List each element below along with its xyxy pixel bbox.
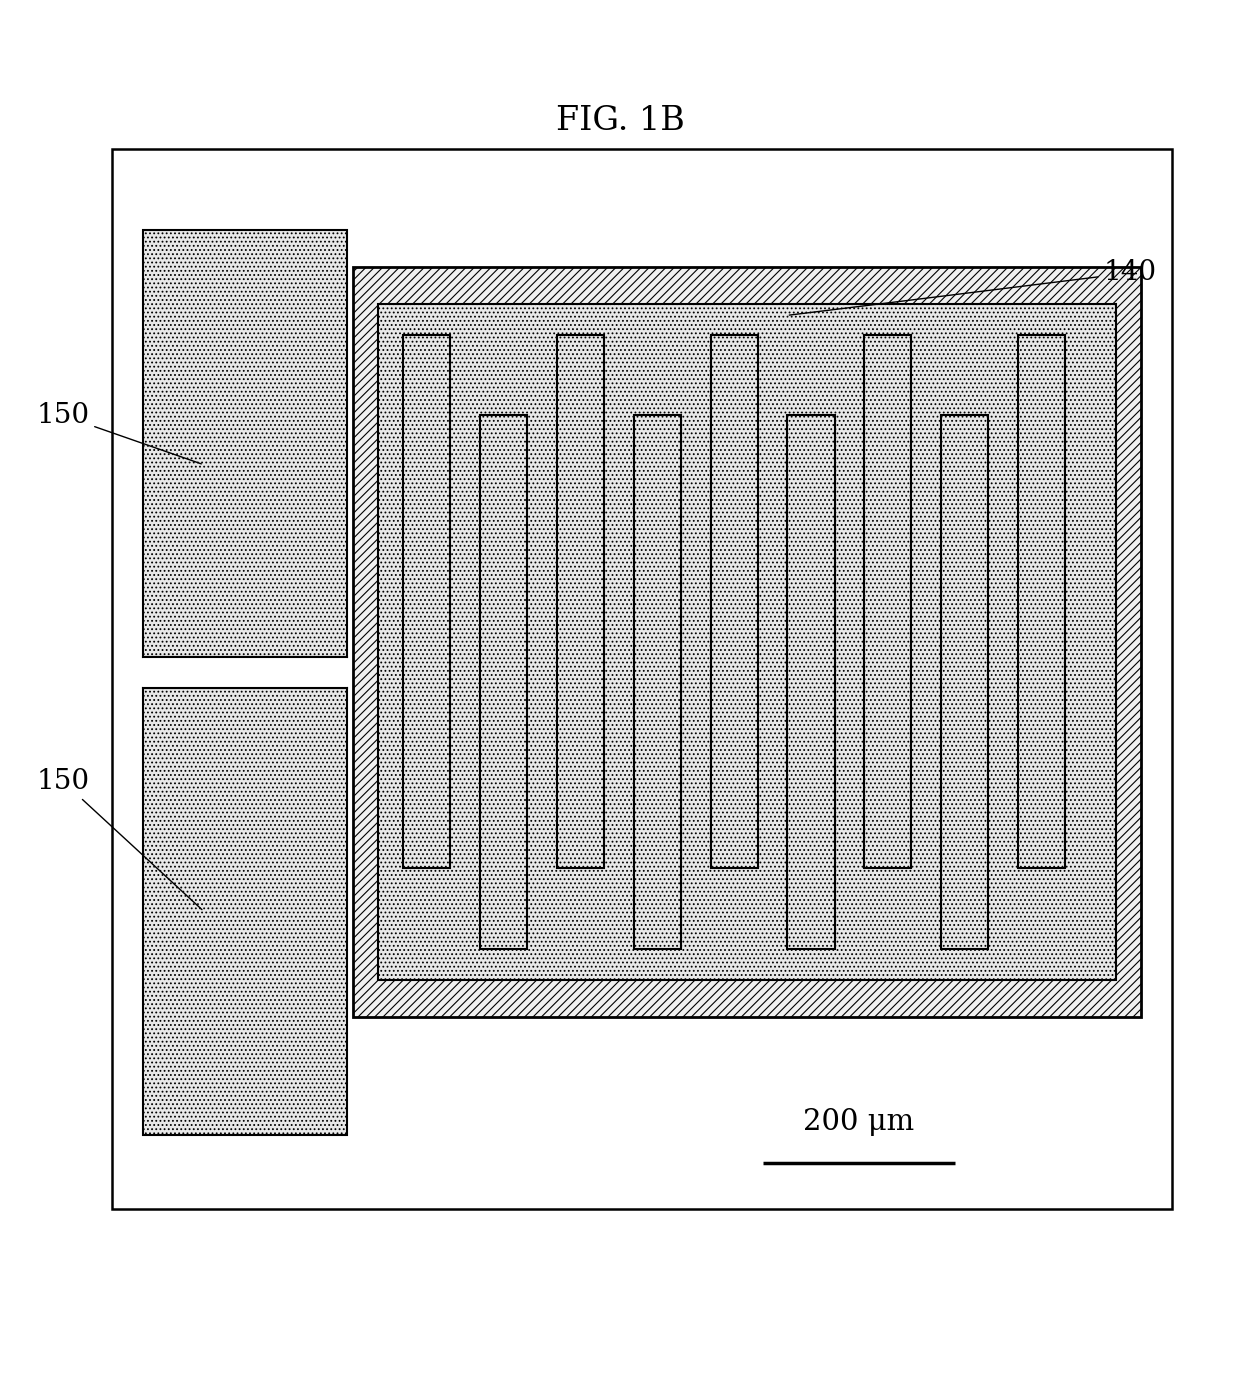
Text: 140: 140 [789, 260, 1157, 315]
Bar [787, 415, 835, 949]
Bar [864, 335, 911, 868]
Bar [1018, 335, 1065, 868]
Bar [480, 415, 527, 949]
Bar [941, 415, 988, 949]
Bar [353, 267, 1141, 1017]
Bar [112, 149, 1172, 1208]
Text: FIG. 1B: FIG. 1B [556, 106, 684, 138]
Bar [403, 335, 450, 868]
Bar [557, 335, 604, 868]
Text: 150: 150 [36, 768, 202, 910]
Bar [143, 229, 347, 657]
Bar [711, 335, 758, 868]
Text: 200 μm: 200 μm [804, 1108, 914, 1136]
Bar [634, 415, 681, 949]
Text: 150: 150 [36, 401, 201, 464]
Bar [378, 304, 1116, 979]
Bar [143, 657, 347, 689]
Bar [143, 689, 347, 1135]
